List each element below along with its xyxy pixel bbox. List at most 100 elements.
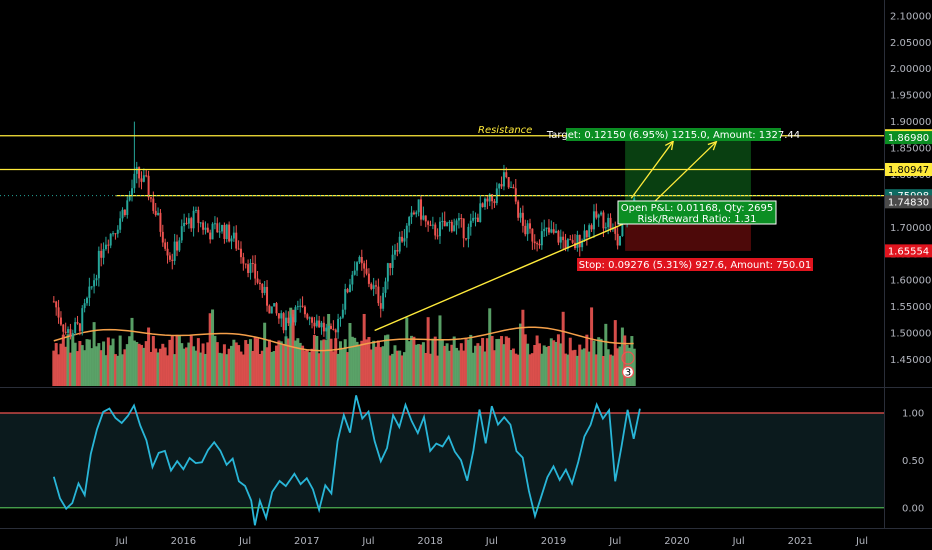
time-tick-label: Jul xyxy=(238,536,251,547)
volume-bar xyxy=(260,350,264,386)
volume-bar xyxy=(528,354,532,386)
candle-body xyxy=(69,329,72,337)
volume-bar xyxy=(331,351,335,386)
candle-body xyxy=(351,274,354,285)
time-tick-label: Jul xyxy=(485,536,498,547)
volume-bar xyxy=(566,354,570,386)
volume-bar xyxy=(350,336,354,386)
candle-body xyxy=(607,217,610,228)
oscillator-band xyxy=(0,412,884,508)
volume-bar xyxy=(530,353,534,386)
candle-body xyxy=(263,286,266,293)
volume-bar xyxy=(121,354,125,386)
candle-body xyxy=(403,238,406,242)
volume-bar xyxy=(184,347,188,386)
candle-body xyxy=(571,240,574,243)
volume-bar xyxy=(443,345,447,386)
volume-bar xyxy=(308,352,312,386)
volume-bar xyxy=(156,352,160,386)
candle-body xyxy=(190,218,193,229)
volume-bar xyxy=(526,343,530,386)
candle-body xyxy=(256,278,259,283)
volume-bar xyxy=(71,335,75,386)
volume-bar xyxy=(616,348,620,386)
candle-body xyxy=(71,333,74,337)
volume-bar xyxy=(320,340,324,386)
time-tick-label: Jul xyxy=(732,536,745,547)
volume-bar xyxy=(440,339,444,386)
volume-bar xyxy=(578,344,582,386)
volume-bar xyxy=(211,309,215,386)
volume-bar xyxy=(239,351,243,386)
candle-body xyxy=(389,263,392,268)
candle-body xyxy=(353,270,356,275)
candle-body xyxy=(547,227,550,233)
candle-body xyxy=(559,236,562,243)
candle-body xyxy=(206,227,209,233)
candle-body xyxy=(422,215,425,220)
volume-bar xyxy=(113,354,117,386)
volume-bar xyxy=(334,338,338,386)
volume-bar xyxy=(170,335,174,386)
volume-bars xyxy=(52,307,636,386)
volume-bar xyxy=(613,320,617,386)
candle-body xyxy=(247,264,250,273)
candle-body xyxy=(273,303,276,307)
candle-body xyxy=(330,325,333,329)
volume-bar xyxy=(92,322,96,386)
volume-bar xyxy=(609,354,613,386)
candle-body xyxy=(424,215,427,222)
time-tick-label: 2017 xyxy=(294,536,319,547)
volume-bar xyxy=(267,339,271,386)
candle-body xyxy=(472,217,475,221)
oscillator-panel xyxy=(0,387,932,526)
volume-bar xyxy=(154,348,158,386)
volume-bar xyxy=(109,345,113,386)
volume-bar xyxy=(263,322,267,386)
volume-bar xyxy=(76,351,80,386)
candle-body xyxy=(64,331,67,333)
volume-bar xyxy=(305,349,309,386)
volume-bar xyxy=(279,341,283,386)
candle-body xyxy=(239,248,242,258)
volume-bar xyxy=(315,335,319,386)
candle-body xyxy=(76,322,79,324)
candle-body xyxy=(52,301,55,303)
volume-bar xyxy=(123,349,127,386)
candle-body xyxy=(396,250,399,252)
candle-body xyxy=(135,167,138,174)
candle-body xyxy=(55,301,58,308)
candle-body xyxy=(180,226,183,241)
price-label-bg xyxy=(885,162,932,176)
candle-body xyxy=(284,317,287,331)
candle-body xyxy=(275,303,278,314)
candle-body xyxy=(595,211,598,218)
volume-bar xyxy=(301,345,305,386)
candle-body xyxy=(327,325,330,328)
annotations: Resistance Target: 0.12150 (6.95%) 1215.0… xyxy=(478,125,813,379)
candle-body xyxy=(211,223,214,240)
candle-body xyxy=(140,178,143,182)
candle-body xyxy=(133,173,136,189)
price-tick-label: 1.55000 xyxy=(890,302,931,313)
volume-bar xyxy=(400,355,404,386)
candle-body xyxy=(358,256,361,263)
candle-body xyxy=(313,322,316,327)
candle-body xyxy=(391,254,394,268)
volume-bar xyxy=(545,346,549,386)
volume-bar xyxy=(90,348,94,386)
volume-bar xyxy=(623,335,627,386)
candle-body xyxy=(318,320,321,328)
volume-bar xyxy=(450,344,454,386)
candle-body xyxy=(382,292,385,309)
volume-bar xyxy=(130,317,134,386)
candle-body xyxy=(453,225,456,232)
candle-body xyxy=(363,263,366,269)
volume-bar xyxy=(59,343,63,386)
candle-body xyxy=(545,227,548,229)
volume-bar xyxy=(592,340,596,386)
candle-body xyxy=(348,284,351,293)
price-tick-label: 1.60000 xyxy=(890,276,931,287)
candle-body xyxy=(85,297,88,304)
candle-body xyxy=(557,230,560,243)
